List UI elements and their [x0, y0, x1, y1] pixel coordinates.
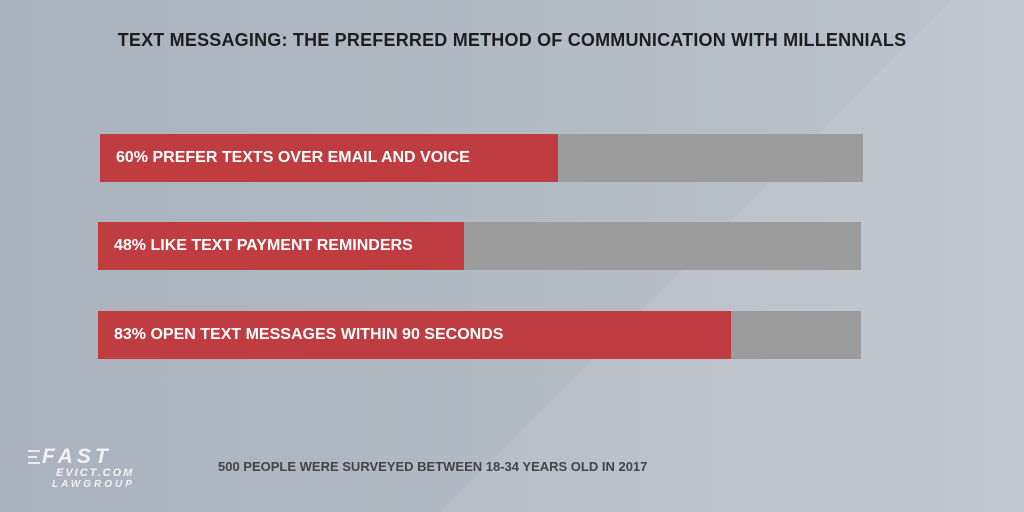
bar-fill-2 [98, 311, 732, 359]
logo-text-lawgroup: LAWGROUP [52, 479, 135, 490]
bar-label-1: 48% LIKE TEXT PAYMENT REMINDERS [114, 237, 413, 254]
bar-fill-1 [98, 222, 465, 270]
fastevict-logo: FAST EVICT.COM LAWGROUP [28, 446, 178, 492]
logo-speed-streak [28, 462, 40, 464]
bar-track-2: 83% OPEN TEXT MESSAGES WITHIN 90 SECONDS [98, 311, 861, 359]
survey-footnote: 500 PEOPLE WERE SURVEYED BETWEEN 18-34 Y… [218, 459, 648, 474]
bar-label-0: 60% PREFER TEXTS OVER EMAIL AND VOICE [116, 149, 470, 166]
logo-speed-streak [28, 450, 40, 452]
logo-text-fast: FAST [42, 445, 112, 468]
bar-label-2: 83% OPEN TEXT MESSAGES WITHIN 90 SECONDS [114, 326, 504, 343]
logo-text-evict: EVICT.COM [56, 467, 135, 479]
logo-speed-streak [28, 456, 37, 458]
bar-fill-0 [100, 134, 558, 182]
chart-title: TEXT MESSAGING: THE PREFERRED METHOD OF … [117, 30, 907, 50]
bar-track-1: 48% LIKE TEXT PAYMENT REMINDERS [98, 222, 861, 270]
bar-track-0: 60% PREFER TEXTS OVER EMAIL AND VOICE [100, 134, 863, 182]
